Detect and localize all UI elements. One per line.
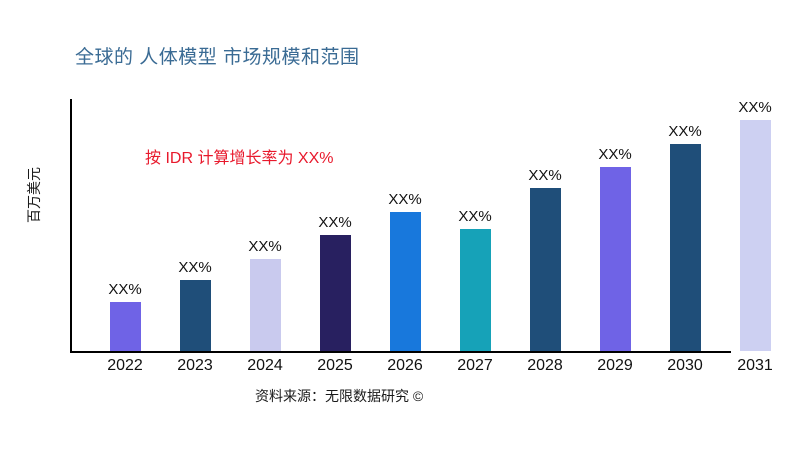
bar-value-label-2030: XX%: [668, 123, 702, 140]
x-tick-label-2022: 2022: [107, 357, 143, 374]
source-attribution: 资料来源：无限数据研究 ©: [255, 388, 424, 404]
x-tick-label-2026: 2026: [387, 357, 423, 374]
bar-2026: [389, 212, 421, 351]
x-tick-label-2023: 2023: [177, 357, 213, 374]
bar-2028: [529, 188, 561, 351]
x-tick-label-2031: 2031: [737, 357, 773, 374]
bar-2023: [179, 280, 211, 351]
bar-2024: [249, 259, 281, 351]
bar-value-label-2029: XX%: [598, 146, 632, 163]
x-axis-line: [70, 351, 731, 353]
x-tick-label-2025: 2025: [317, 357, 353, 374]
bar-2031: [739, 120, 771, 351]
bar-value-label-2024: XX%: [248, 238, 282, 255]
bar-value-label-2028: XX%: [528, 167, 562, 184]
bar-2030: [669, 144, 701, 351]
bar-2027: [459, 229, 491, 351]
bar-2022: [109, 302, 141, 351]
x-tick-label-2029: 2029: [597, 357, 633, 374]
y-axis-line: [70, 99, 72, 353]
x-tick-label-2030: 2030: [667, 357, 703, 374]
bar-value-label-2026: XX%: [388, 191, 422, 208]
chart-title: 全球的 人体模型 市场规模和范围: [75, 47, 360, 68]
bar-value-label-2031: XX%: [738, 99, 772, 116]
bar-value-label-2027: XX%: [458, 208, 492, 225]
x-tick-label-2028: 2028: [527, 357, 563, 374]
x-tick-label-2024: 2024: [247, 357, 283, 374]
bar-value-label-2023: XX%: [178, 259, 212, 276]
bar-value-label-2022: XX%: [108, 281, 142, 298]
y-axis-label: 百万美元: [26, 167, 42, 223]
bar-2029: [599, 167, 631, 351]
growth-rate-annotation: 按 IDR 计算增长率为 XX%: [145, 150, 334, 167]
bar-value-label-2025: XX%: [318, 214, 352, 231]
bar-2025: [319, 235, 351, 351]
x-tick-label-2027: 2027: [457, 357, 493, 374]
